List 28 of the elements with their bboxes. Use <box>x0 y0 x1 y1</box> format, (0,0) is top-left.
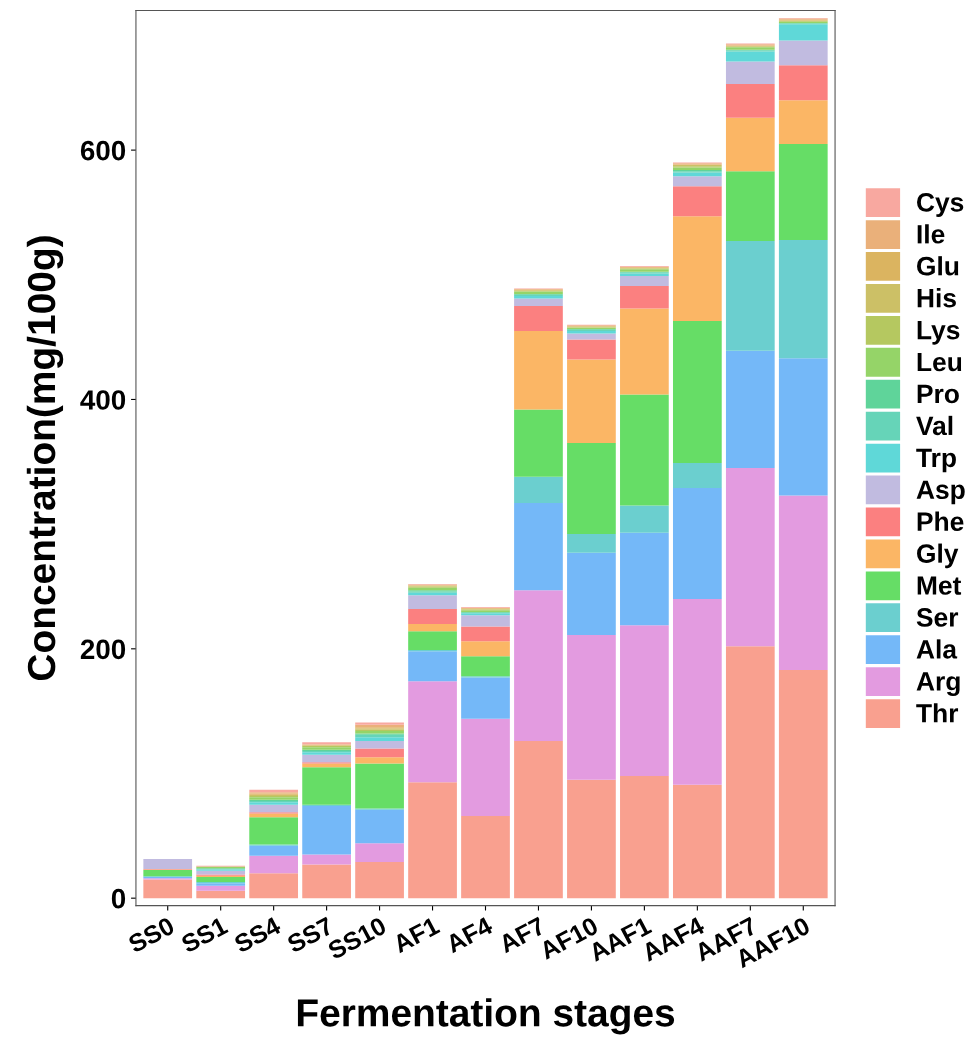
legend-label: Asp <box>916 480 965 505</box>
legend-label: Ile <box>917 224 945 244</box>
y-tick-label: 200 <box>80 639 126 660</box>
legend-label: Trp <box>916 448 956 473</box>
x-tick-label: AF1 <box>391 916 441 954</box>
legend-label: Phe <box>917 511 964 531</box>
legend-label: His <box>917 288 956 308</box>
legend-label: Cys <box>917 193 964 217</box>
legend-label: Ala <box>916 639 958 659</box>
y-tick-label: 0 <box>111 888 126 909</box>
x-tick-label: AF4 <box>444 916 494 954</box>
legend-label: Thr <box>916 703 959 723</box>
x-tick-label: SS4 <box>232 916 283 954</box>
x-tick-label: SS0 <box>126 916 176 954</box>
y-tick-label: 400 <box>80 390 126 410</box>
legend-label: Pro <box>917 384 959 404</box>
x-tick-label: SS1 <box>179 916 229 954</box>
legend-label: Arg <box>916 672 960 696</box>
legend-label: Ser <box>916 608 959 627</box>
legend-label: Val <box>916 415 953 436</box>
legend-label: Lys <box>917 321 960 345</box>
x-axis-title: Fermentation stages <box>297 998 675 1035</box>
y-axis-title: Concentration(mg/100g) <box>26 236 64 681</box>
y-tick-label: 600 <box>80 140 126 161</box>
legend-label: Glu <box>917 256 959 276</box>
legend-label: Met <box>917 576 962 595</box>
legend-label: Gly <box>917 543 959 569</box>
legend-label: Leu <box>917 352 962 372</box>
